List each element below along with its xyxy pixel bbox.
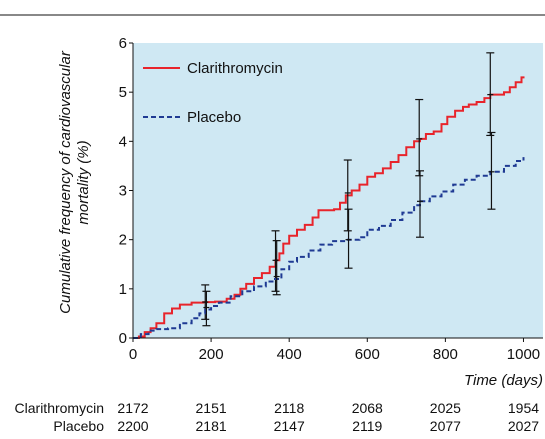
y-tick-label: 3 — [119, 183, 127, 200]
risk-value: 1954 — [508, 400, 539, 416]
risk-value: 2068 — [352, 400, 383, 416]
x-tick-label: 0 — [129, 346, 137, 363]
risk-value: 2147 — [274, 418, 305, 434]
y-tick-label: 0 — [119, 330, 127, 347]
legend-label-clarithromycin: Clarithromycin — [187, 60, 283, 77]
risk-value: 2119 — [352, 418, 382, 434]
y-axis-label-line1: Cumulative frequency of cardiovascular — [57, 50, 74, 314]
x-tick-label: 200 — [199, 346, 224, 363]
risk-value: 2172 — [117, 400, 148, 416]
risk-row-label: Clarithromycin — [15, 400, 104, 416]
x-tick-label: 400 — [277, 346, 302, 363]
risk-value: 2118 — [274, 400, 304, 416]
y-tick-label: 1 — [119, 281, 127, 298]
plot-background — [133, 43, 543, 338]
legend-label-placebo: Placebo — [187, 109, 241, 126]
risk-value: 2027 — [508, 418, 539, 434]
x-tick-label: 600 — [355, 346, 380, 363]
y-axis-label-line2: mortality (%) — [75, 140, 92, 224]
y-tick-label: 6 — [119, 35, 127, 52]
y-tick-label: 5 — [119, 84, 127, 101]
risk-value: 2181 — [196, 418, 227, 434]
y-tick-label: 2 — [119, 232, 127, 249]
risk-value: 2151 — [196, 400, 227, 416]
y-tick-label: 4 — [119, 133, 127, 150]
x-tick-label: 800 — [433, 346, 458, 363]
risk-row-label: Placebo — [53, 418, 104, 434]
risk-value: 2200 — [117, 418, 148, 434]
x-axis-label: Time (days) — [464, 372, 543, 389]
risk-value: 2077 — [430, 418, 461, 434]
risk-value: 2025 — [430, 400, 461, 416]
x-tick-label: 1000 — [507, 346, 540, 363]
numbers-at-risk-table: Clarithromycin 2172 2151 2118 2068 2025 1954 Pl… — [15, 400, 540, 434]
